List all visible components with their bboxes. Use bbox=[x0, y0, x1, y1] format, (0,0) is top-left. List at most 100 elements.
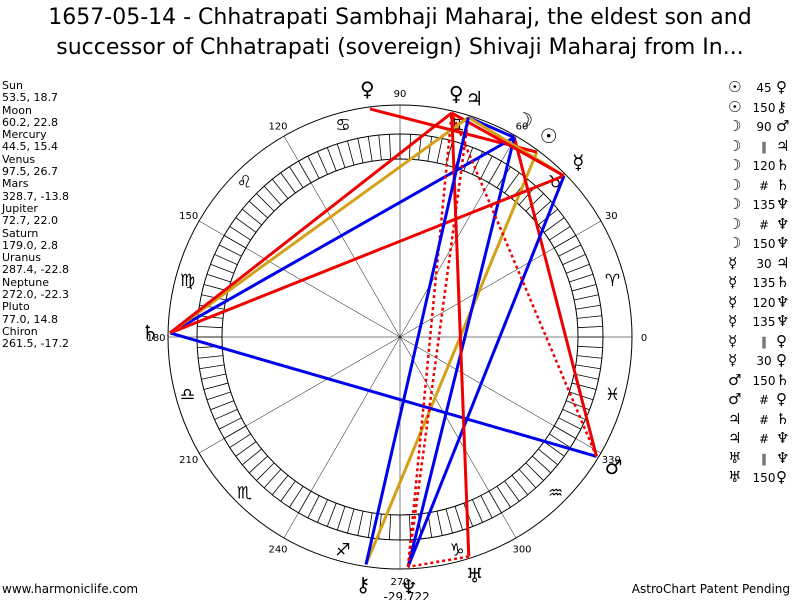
aspect-line bbox=[364, 151, 539, 566]
aspect-planet-2: ♆ bbox=[776, 292, 790, 311]
aspect-row: ☽ 90 ♂ bbox=[728, 117, 800, 137]
aspect-planet-1: ☿ bbox=[728, 273, 738, 291]
degree-tick bbox=[525, 462, 544, 481]
degree-tick bbox=[214, 254, 238, 265]
degree-tick bbox=[218, 244, 242, 257]
degree-tick bbox=[347, 140, 355, 166]
planet-name-sun: Sun bbox=[2, 79, 23, 92]
planet-value-venus: 97.5, 26.7 bbox=[2, 165, 58, 179]
aspect-angle: # bbox=[758, 432, 770, 446]
aspect-planet-1: ☿ bbox=[728, 253, 738, 272]
zodiac-sign-glyph: ♐ bbox=[335, 541, 350, 561]
aspect-angle: 150 bbox=[752, 100, 776, 115]
degree-tick bbox=[566, 400, 590, 411]
degree-tick bbox=[336, 143, 346, 168]
aspect-angle: 150 bbox=[752, 471, 776, 485]
aspect-planet-1: ♅ bbox=[728, 448, 742, 467]
degree-label: 30 bbox=[605, 211, 618, 222]
aspect-planet-2: ♆ bbox=[776, 234, 790, 252]
aspect-planet-1: ☽ bbox=[728, 234, 742, 252]
planet-value-uranus: 287.4, -22.8 bbox=[2, 263, 69, 277]
aspect-row: ☽ # ♄ bbox=[728, 176, 800, 196]
aspect-angle: 135 bbox=[752, 315, 776, 329]
aspect-planet-2: ♄ bbox=[776, 156, 790, 174]
zodiac-sign-glyph: ♎ bbox=[180, 385, 195, 405]
degree-tick bbox=[574, 373, 599, 380]
planet-glyphs: ☉ ☽ ☿ ♀ ♂ ♃ ♄ ♅ ♆ ♀ ⚷ bbox=[141, 77, 623, 599]
degree-label: 330 bbox=[602, 455, 621, 466]
aspect-angle: 45 bbox=[756, 81, 772, 95]
zodiac-sign-glyph: ♌ bbox=[237, 172, 252, 192]
degree-tick bbox=[480, 495, 493, 519]
aspect-planet-1: ☽ bbox=[728, 214, 742, 233]
aspect-line bbox=[364, 117, 470, 565]
planet-value-neptune: 272.0, -22.3 bbox=[2, 288, 69, 302]
planet-positions-list: Sun 53.5, 18.7 Moon 60.2, 22.8 Mercury 4… bbox=[2, 79, 69, 351]
aspect-row: ☿ 30 ♃ bbox=[728, 254, 800, 274]
degree-label: 0 bbox=[641, 333, 647, 344]
aspect-angle: 90 bbox=[756, 120, 772, 134]
aspect-row: ☿ 135♄ bbox=[728, 273, 800, 293]
aspect-planet-1: ☽ bbox=[728, 156, 742, 174]
degree-tick bbox=[549, 433, 571, 448]
degree-tick bbox=[367, 512, 373, 538]
aspect-planet-2: ♆ bbox=[776, 312, 790, 330]
degree-tick bbox=[445, 508, 453, 534]
degree-tick bbox=[206, 391, 231, 401]
degree-tick bbox=[317, 151, 328, 175]
aspect-planet-2: ♄ bbox=[776, 273, 790, 291]
degree-tick bbox=[256, 193, 275, 212]
degree-tick bbox=[210, 400, 234, 411]
degree-tick bbox=[307, 495, 320, 519]
aspect-planet-2: ♃ bbox=[776, 136, 790, 155]
aspect-planet-1: ♃ bbox=[728, 429, 742, 447]
degree-tick bbox=[532, 455, 552, 474]
aspect-planet-2: ⚷ bbox=[776, 97, 787, 116]
degree-tick bbox=[518, 469, 537, 489]
zodiac-sign-glyph: ♑ bbox=[449, 541, 464, 561]
aspect-planet-2: ♄ bbox=[776, 370, 790, 389]
aspect-line bbox=[451, 111, 565, 178]
aspect-line bbox=[169, 331, 597, 458]
aspect-angle: ∥ bbox=[761, 451, 767, 466]
degree-tick bbox=[289, 486, 304, 508]
degree-tick bbox=[235, 217, 257, 233]
degree-tick bbox=[206, 273, 231, 283]
degree-label: 300 bbox=[512, 544, 531, 555]
wheel-degree-ticks bbox=[197, 134, 603, 540]
aspect-row: ☉ 45 ♀ bbox=[728, 78, 800, 98]
degree-tick bbox=[436, 511, 443, 536]
planet-name-jupiter: Jupiter bbox=[2, 201, 38, 215]
aspect-row: ♂ 150♄ bbox=[728, 371, 800, 391]
degree-tick bbox=[549, 226, 571, 241]
degree-tick bbox=[558, 417, 582, 430]
degree-tick bbox=[241, 208, 262, 226]
degree-tick bbox=[197, 325, 223, 329]
footer-patent-note: AstroChart Patent Pending bbox=[631, 582, 790, 596]
aspect-row: ☿ ∥ ♀ bbox=[728, 332, 800, 352]
degree-label: 240 bbox=[268, 544, 287, 555]
degree-tick bbox=[280, 480, 296, 502]
degree-tick bbox=[248, 200, 268, 219]
aspect-planet-2: ♄ bbox=[776, 409, 790, 428]
degree-tick bbox=[496, 486, 511, 508]
degree-tick bbox=[280, 172, 296, 194]
aspect-line bbox=[169, 111, 453, 335]
degree-tick bbox=[199, 364, 225, 370]
aspect-row: ☽ 135♆ bbox=[728, 195, 800, 215]
degree-label: 150 bbox=[179, 211, 198, 222]
degree-labels: 0 30 60 90 120 150 180 210 240 270 300 330 bbox=[146, 89, 647, 588]
degree-tick bbox=[562, 254, 586, 265]
aspect-row: ☿ 120♆ bbox=[728, 293, 800, 313]
aspect-planet-1: ☿ bbox=[728, 331, 738, 350]
planet-glyph-sun: ☉ bbox=[540, 124, 558, 148]
planet-name-saturn: Saturn bbox=[2, 226, 39, 240]
aspect-planet-1: ☉ bbox=[728, 78, 742, 96]
aspect-planet-2: ♆ bbox=[776, 448, 790, 467]
degree-tick bbox=[210, 263, 234, 274]
aspect-planet-2: ♀ bbox=[776, 331, 787, 350]
axis-labels: -29,722 bbox=[384, 590, 430, 600]
aspect-line bbox=[406, 175, 566, 568]
degree-tick bbox=[367, 136, 373, 162]
